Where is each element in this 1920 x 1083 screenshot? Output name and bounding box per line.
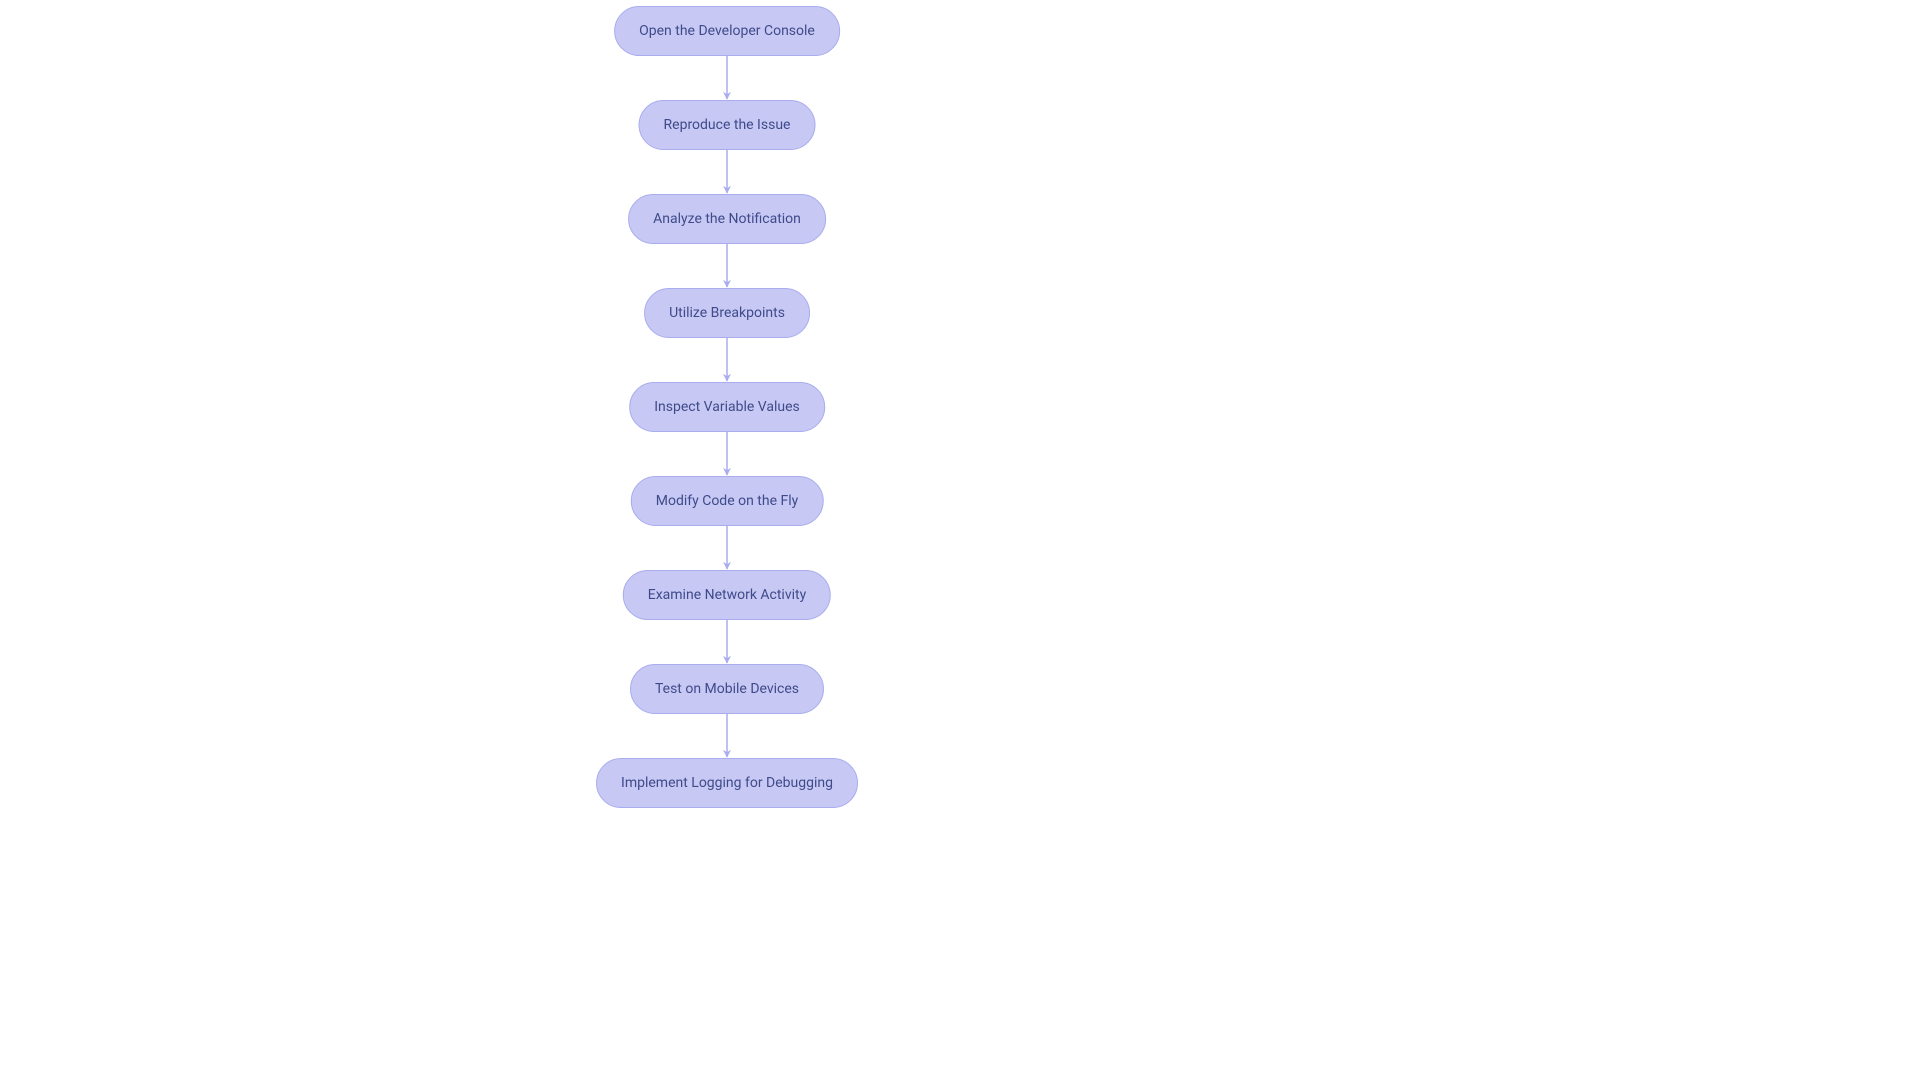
flowchart-node-label: Inspect Variable Values xyxy=(654,399,800,415)
flowchart-node-label: Modify Code on the Fly xyxy=(656,493,799,509)
flowchart-node: Test on Mobile Devices xyxy=(630,664,824,714)
flowchart-node: Open the Developer Console xyxy=(614,6,840,56)
flowchart-node-label: Examine Network Activity xyxy=(648,587,806,603)
flowchart-edges xyxy=(0,0,1920,1083)
flowchart-node-label: Analyze the Notification xyxy=(653,211,801,227)
flowchart-node-label: Implement Logging for Debugging xyxy=(621,775,833,791)
flowchart-node: Utilize Breakpoints xyxy=(644,288,810,338)
flowchart-node-label: Utilize Breakpoints xyxy=(669,305,785,321)
flowchart-node: Implement Logging for Debugging xyxy=(596,758,858,808)
flowchart-node-label: Open the Developer Console xyxy=(639,23,815,39)
flowchart-node: Inspect Variable Values xyxy=(629,382,825,432)
flowchart-node: Analyze the Notification xyxy=(628,194,826,244)
flowchart-canvas: Open the Developer Console Reproduce the … xyxy=(0,0,1920,1083)
flowchart-node: Reproduce the Issue xyxy=(639,100,816,150)
flowchart-node-label: Test on Mobile Devices xyxy=(655,681,799,697)
flowchart-node-label: Reproduce the Issue xyxy=(664,117,791,133)
flowchart-node: Modify Code on the Fly xyxy=(631,476,824,526)
flowchart-node: Examine Network Activity xyxy=(623,570,831,620)
